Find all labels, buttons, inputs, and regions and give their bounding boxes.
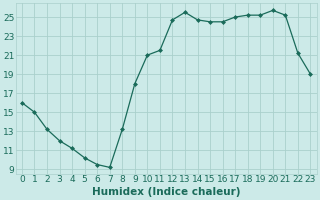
X-axis label: Humidex (Indice chaleur): Humidex (Indice chaleur): [92, 187, 240, 197]
